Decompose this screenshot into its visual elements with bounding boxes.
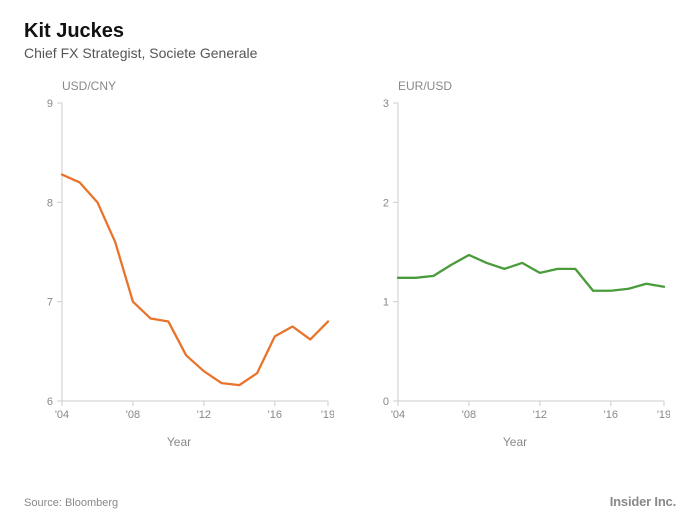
svg-text:6: 6	[47, 396, 53, 408]
svg-text:'12: '12	[533, 409, 547, 421]
page-title: Kit Juckes	[24, 20, 676, 43]
svg-text:3: 3	[383, 99, 389, 110]
svg-text:'12: '12	[197, 409, 211, 421]
svg-text:'04: '04	[55, 409, 69, 421]
page-subtitle: Chief FX Strategist, Societe Generale	[24, 45, 676, 61]
svg-text:'08: '08	[126, 409, 140, 421]
svg-text:'08: '08	[462, 409, 476, 421]
brand-label: Insider Inc.	[610, 494, 676, 509]
chart-left: USD/CNY 6 7 8 9 '04 '08 '12 '16 '19 Year	[24, 79, 334, 449]
chart-right-svg: 0 1 2 3 '04 '08 '12 '16 '19	[360, 99, 670, 429]
charts-row: USD/CNY 6 7 8 9 '04 '08 '12 '16 '19 Year EUR/USD…	[24, 79, 676, 449]
svg-text:'04: '04	[391, 409, 405, 421]
svg-text:'16: '16	[604, 409, 618, 421]
svg-text:9: 9	[47, 99, 53, 110]
chart-right: EUR/USD 0 1 2 3 '04 '08 '12 '16 '19 Year	[360, 79, 670, 449]
svg-text:'16: '16	[268, 409, 282, 421]
svg-text:0: 0	[383, 396, 389, 408]
source-label: Source: Bloomberg	[24, 497, 118, 509]
svg-text:8: 8	[47, 197, 53, 209]
chart-left-svg: 6 7 8 9 '04 '08 '12 '16 '19	[24, 99, 334, 429]
svg-text:'19: '19	[657, 409, 670, 421]
chart-right-xlabel: Year	[360, 435, 670, 449]
chart-left-xlabel: Year	[24, 435, 334, 449]
svg-text:7: 7	[47, 297, 53, 309]
svg-text:2: 2	[383, 197, 389, 209]
chart-left-title: USD/CNY	[24, 79, 334, 93]
svg-text:1: 1	[383, 297, 389, 309]
footer: Source: Bloomberg Insider Inc.	[24, 494, 676, 509]
svg-text:'19: '19	[321, 409, 334, 421]
figure-container: Kit Juckes Chief FX Strategist, Societe …	[0, 0, 700, 525]
chart-right-title: EUR/USD	[360, 79, 670, 93]
